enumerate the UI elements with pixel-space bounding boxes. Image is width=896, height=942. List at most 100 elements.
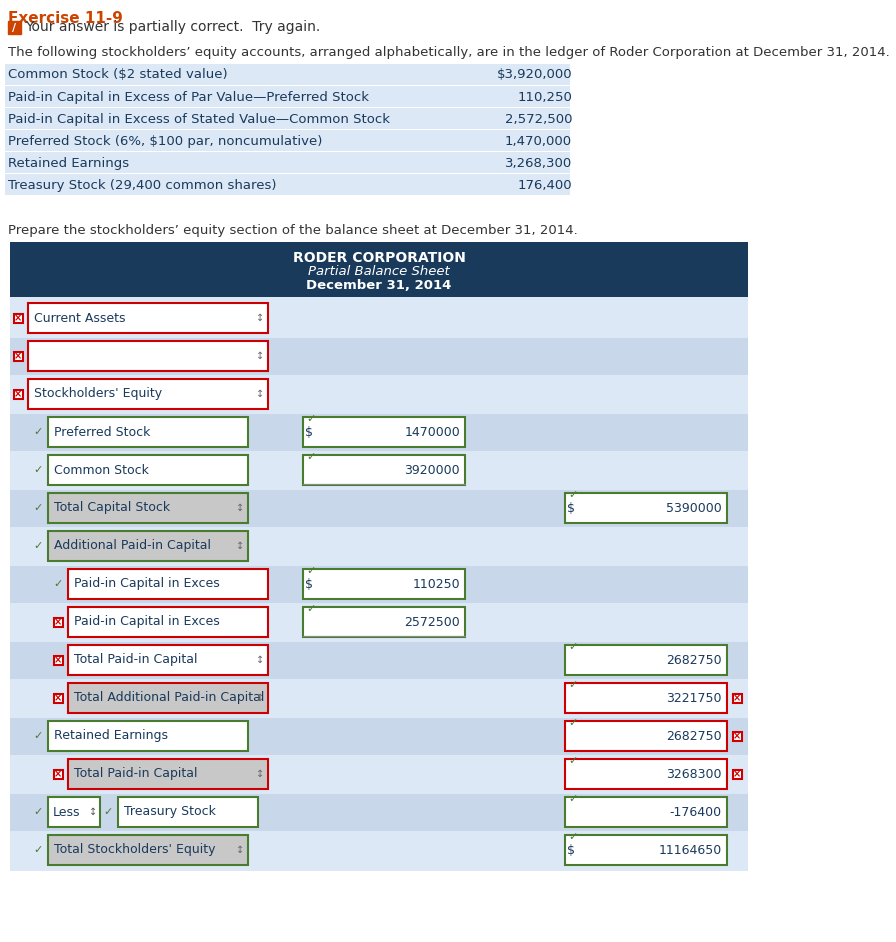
Bar: [54, 770, 63, 778]
Text: 176,400: 176,400: [517, 178, 572, 191]
Text: Common Stock ($2 stated value): Common Stock ($2 stated value): [8, 69, 228, 82]
Bar: [10, 794, 748, 831]
Text: ✓: ✓: [568, 756, 578, 766]
Text: $: $: [567, 501, 575, 514]
Bar: [10, 604, 748, 641]
Bar: [5, 86, 570, 107]
Text: ↕: ↕: [256, 351, 264, 361]
Bar: [54, 618, 63, 626]
Bar: [10, 297, 748, 871]
Text: ✓: ✓: [33, 845, 43, 855]
Bar: [10, 242, 748, 297]
Bar: [118, 797, 258, 827]
Text: Paid-in Capital in Excess of Stated Value—Common Stock: Paid-in Capital in Excess of Stated Valu…: [8, 112, 390, 125]
Text: Preferred Stock (6%, $100 par, noncumulative): Preferred Stock (6%, $100 par, noncumula…: [8, 135, 323, 148]
Text: 5390000: 5390000: [667, 501, 722, 514]
Text: $: $: [567, 843, 575, 856]
Text: /: /: [13, 23, 16, 33]
Bar: [48, 835, 248, 865]
Text: Exercise 11-9: Exercise 11-9: [8, 11, 123, 26]
Bar: [8, 21, 21, 34]
Text: ×: ×: [733, 731, 741, 741]
Text: 3221750: 3221750: [667, 691, 722, 705]
Text: ×: ×: [14, 313, 22, 323]
Bar: [303, 417, 465, 447]
Text: ↕: ↕: [256, 389, 264, 399]
Text: Current Assets: Current Assets: [34, 312, 125, 324]
Bar: [10, 756, 748, 793]
Text: Prepare the stockholders’ equity section of the balance sheet at December 31, 20: Prepare the stockholders’ equity section…: [8, 224, 578, 237]
Bar: [68, 759, 268, 789]
Text: Total Stockholders' Equity: Total Stockholders' Equity: [54, 843, 216, 856]
Text: Total Paid-in Capital: Total Paid-in Capital: [74, 654, 197, 667]
Bar: [10, 300, 748, 337]
Bar: [28, 303, 268, 333]
Bar: [733, 732, 742, 740]
Text: ✓: ✓: [33, 427, 43, 437]
Text: ✓: ✓: [33, 731, 43, 741]
Bar: [565, 721, 727, 751]
Bar: [28, 341, 268, 371]
Text: $3,920,000: $3,920,000: [496, 69, 572, 82]
Text: Common Stock: Common Stock: [54, 463, 149, 477]
Bar: [13, 351, 22, 361]
Text: RODER CORPORATION: RODER CORPORATION: [293, 251, 465, 265]
Text: Treasury Stock: Treasury Stock: [124, 805, 216, 819]
Text: ✓: ✓: [33, 541, 43, 551]
Text: ✓: ✓: [568, 490, 578, 500]
Text: 110,250: 110,250: [517, 90, 572, 104]
Bar: [68, 683, 268, 713]
Bar: [54, 693, 63, 703]
Bar: [10, 642, 748, 679]
Text: Paid-in Capital in Exces: Paid-in Capital in Exces: [74, 577, 220, 591]
Text: 2682750: 2682750: [667, 654, 722, 667]
Text: ✓: ✓: [306, 452, 315, 462]
Text: ↕: ↕: [236, 503, 244, 513]
Bar: [565, 759, 727, 789]
Bar: [10, 338, 748, 375]
Text: ↕: ↕: [89, 807, 97, 817]
Bar: [565, 835, 727, 865]
Bar: [48, 797, 100, 827]
Bar: [54, 656, 63, 664]
Text: Your answer is partially correct.  Try again.: Your answer is partially correct. Try ag…: [25, 21, 320, 35]
Bar: [48, 531, 248, 561]
Text: ↕: ↕: [256, 769, 264, 779]
Bar: [733, 693, 742, 703]
Text: ✓: ✓: [103, 807, 113, 817]
Text: $: $: [305, 577, 313, 591]
Text: ✓: ✓: [306, 604, 315, 614]
Text: ✓: ✓: [306, 566, 315, 576]
Text: ✓: ✓: [568, 794, 578, 804]
Text: Total Paid-in Capital: Total Paid-in Capital: [74, 768, 197, 781]
Text: ×: ×: [54, 693, 62, 703]
Text: $: $: [305, 426, 313, 438]
Text: 3268300: 3268300: [667, 768, 722, 781]
Text: 3,268,300: 3,268,300: [504, 156, 572, 170]
Bar: [10, 566, 748, 603]
Text: ×: ×: [54, 655, 62, 665]
Bar: [10, 718, 748, 755]
Text: 110250: 110250: [412, 577, 460, 591]
Text: 11164650: 11164650: [659, 843, 722, 856]
Text: Partial Balance Sheet: Partial Balance Sheet: [308, 265, 450, 278]
Text: ✓: ✓: [54, 579, 63, 589]
Text: 2,572,500: 2,572,500: [504, 112, 572, 125]
Text: 2682750: 2682750: [667, 729, 722, 742]
Bar: [13, 389, 22, 398]
Text: Additional Paid-in Capital: Additional Paid-in Capital: [54, 540, 211, 553]
Text: The following stockholders’ equity accounts, arranged alphabetically, are in the: The following stockholders’ equity accou…: [8, 46, 890, 59]
Bar: [68, 607, 268, 637]
Bar: [68, 645, 268, 675]
Text: 3920000: 3920000: [404, 463, 460, 477]
Text: ✓: ✓: [568, 680, 578, 690]
Bar: [565, 645, 727, 675]
Bar: [10, 414, 748, 451]
Text: 1,470,000: 1,470,000: [504, 135, 572, 148]
Text: ↕: ↕: [236, 845, 244, 855]
Bar: [303, 607, 465, 637]
Bar: [10, 452, 748, 489]
Bar: [303, 569, 465, 599]
Text: Preferred Stock: Preferred Stock: [54, 426, 151, 438]
Bar: [13, 314, 22, 322]
